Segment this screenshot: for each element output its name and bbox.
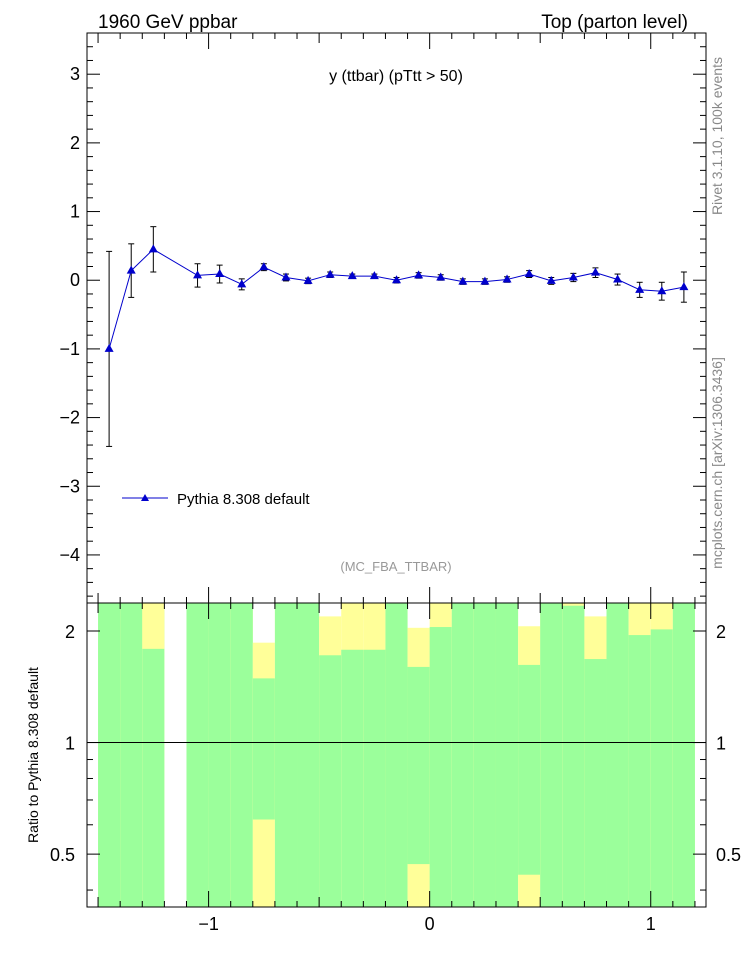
main-y-tick-label: −2: [59, 408, 80, 428]
main-y-tick-label: 0: [70, 270, 80, 290]
ratio-y-ticks: 0.5 0.5 1 1 2 2: [50, 622, 741, 891]
ratio-band-green: [142, 603, 165, 907]
ratio-band-green: [252, 678, 275, 820]
main-y-tick-label: −1: [59, 339, 80, 359]
chart-watermark: (MC_FBA_TTBAR): [340, 559, 451, 574]
ratio-band-green: [540, 603, 563, 907]
ratio-x-ticks: −1 0 1: [97, 603, 696, 934]
ratio-band-green: [562, 603, 585, 907]
data-point: [546, 275, 556, 284]
data-point: [215, 269, 225, 278]
ratio-y-tick-label-right: 1: [716, 734, 726, 754]
ratio-y-tick-label: 0.5: [50, 845, 75, 865]
ratio-band-green: [297, 603, 320, 907]
data-point: [458, 276, 468, 285]
header-right: Top (parton level): [541, 12, 688, 33]
main-y-tick-label: −3: [59, 476, 80, 496]
chart-title: y (ttbar) (pTtt > 50): [329, 68, 463, 85]
ratio-band-green: [451, 603, 474, 907]
ratio-band-green: [628, 635, 651, 907]
ratio-band-green: [495, 603, 519, 907]
data-point: [613, 274, 623, 283]
main-y-tick-label: 3: [70, 64, 80, 84]
data-point: [281, 272, 291, 281]
ratio-band-green: [186, 603, 209, 907]
ratio-y-tick-label: 2: [65, 622, 75, 642]
mcplots-label: mcplots.cern.ch [arXiv:1306.3436]: [709, 357, 725, 569]
data-point: [635, 284, 645, 293]
ratio-y-tick-label: 1: [65, 734, 75, 754]
ratio-band-green: [230, 603, 253, 907]
ratio-band-green: [363, 649, 386, 907]
data-point: [568, 272, 578, 281]
main-y-tick-label: 1: [70, 202, 80, 222]
legend-entry: Pythia 8.308 default: [177, 491, 310, 508]
ratio-band-green: [120, 603, 143, 907]
ratio-band-green: [473, 603, 496, 907]
ratio-band-green: [385, 603, 408, 907]
ratio-plot-frame: [86, 602, 707, 908]
legend: Pythia 8.308 default: [122, 491, 310, 508]
data-point: [436, 272, 446, 281]
main-y-tick-label: −4: [59, 545, 80, 565]
ratio-band-green: [518, 664, 541, 875]
ratio-band-green: [319, 655, 342, 907]
data-point: [590, 267, 600, 276]
rivet-label: Rivet 3.1.10, 100k events: [709, 57, 725, 215]
data-point: [524, 269, 534, 278]
main-plot: −4 −3 −2 −1 0 1 2 3 y (ttbar) (pTtt > 50) (MC_F…: [59, 32, 707, 604]
ratio-plot: 0.5 0.5 1 1 2 2 −1 0 1 Ratio to Pythia 8.308 de…: [25, 602, 741, 934]
data-point: [502, 274, 512, 283]
data-point: [237, 279, 247, 288]
data-point: [414, 270, 424, 279]
data-point: [126, 265, 136, 274]
main-y-tick-label: 2: [70, 133, 80, 153]
ratio-y-tick-label-right: 0.5: [716, 845, 741, 865]
ratio-band-green: [650, 629, 673, 907]
data-point: [325, 269, 335, 278]
data-point: [259, 262, 269, 271]
ratio-band-green: [274, 603, 298, 907]
ratio-band-green: [584, 659, 607, 907]
ratio-band-yellow: [142, 603, 165, 649]
data-point: [392, 275, 401, 284]
main-y-ticks: −4 −3 −2 −1 0 1 2 3: [59, 32, 706, 597]
x-tick-label: 1: [646, 914, 656, 934]
data-point: [679, 282, 689, 291]
ratio-bands: [98, 603, 695, 907]
x-tick-label: 0: [425, 914, 435, 934]
ratio-band-green: [606, 603, 629, 907]
data-point: [303, 275, 313, 284]
data-point: [369, 271, 379, 280]
ratio-band-green: [429, 627, 452, 907]
ratio-y-axis-label: Ratio to Pythia 8.308 default: [25, 667, 41, 843]
legend-marker: [141, 494, 149, 501]
data-point: [148, 244, 158, 253]
main-x-ticks: [97, 33, 696, 603]
main-series: [104, 226, 689, 447]
ratio-band-green: [672, 603, 695, 907]
ratio-band-yellow: [562, 603, 585, 606]
data-point: [104, 343, 114, 352]
main-plot-frame: [86, 32, 707, 604]
data-point: [347, 271, 357, 280]
x-tick-label: −1: [198, 914, 219, 934]
ratio-band-green: [341, 649, 364, 907]
ratio-y-tick-label-right: 2: [716, 622, 726, 642]
ratio-band-green: [407, 666, 430, 865]
ratio-band-green: [208, 603, 231, 907]
data-point: [480, 276, 490, 285]
data-point: [657, 286, 667, 295]
header-left: 1960 GeV ppbar: [98, 12, 238, 33]
ratio-band-green: [98, 603, 121, 907]
data-point: [193, 270, 203, 279]
